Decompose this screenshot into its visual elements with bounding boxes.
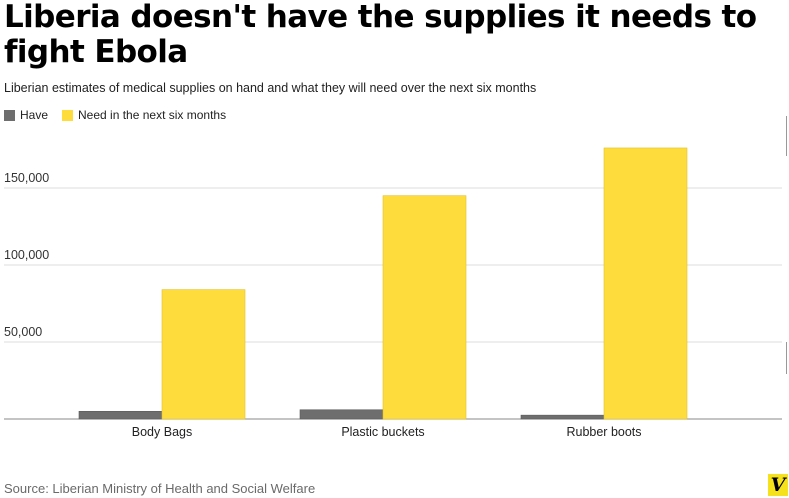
legend-item-need: Need in the next six months [62,108,226,122]
chart-title: Liberia doesn't have the supplies it nee… [4,0,757,70]
x-tick-label: Rubber boots [566,425,641,439]
chart-subtitle: Liberian estimates of medical supplies o… [4,81,537,95]
legend-item-have: Have [4,108,48,122]
vox-logo: V [768,474,788,496]
source-note: Source: Liberian Ministry of Health and … [4,481,316,496]
bar-need [382,195,467,420]
y-tick-label: 150,000 [4,171,49,185]
right-edge-mark-lower [786,342,787,374]
legend-swatch-have [4,109,15,121]
y-tick-label: 100,000 [4,248,49,262]
bar-need [603,147,688,420]
bar-have [299,409,384,420]
legend-label-need: Need in the next six months [78,108,227,122]
bar-chart: 50,000 100,000 150,000 Body Bags Plastic buc… [4,147,782,439]
bar-need [161,289,246,420]
legend-swatch-need [62,109,74,121]
bar-have [78,410,163,420]
x-tick-label: Body Bags [132,425,192,439]
x-tick-label: Plastic buckets [341,425,424,439]
bar-have [520,414,605,420]
legend-label-have: Have [20,108,49,122]
y-tick-label: 50,000 [4,325,42,339]
right-edge-mark [786,116,787,156]
chart-legend: Have Need in the next six months [4,108,240,122]
